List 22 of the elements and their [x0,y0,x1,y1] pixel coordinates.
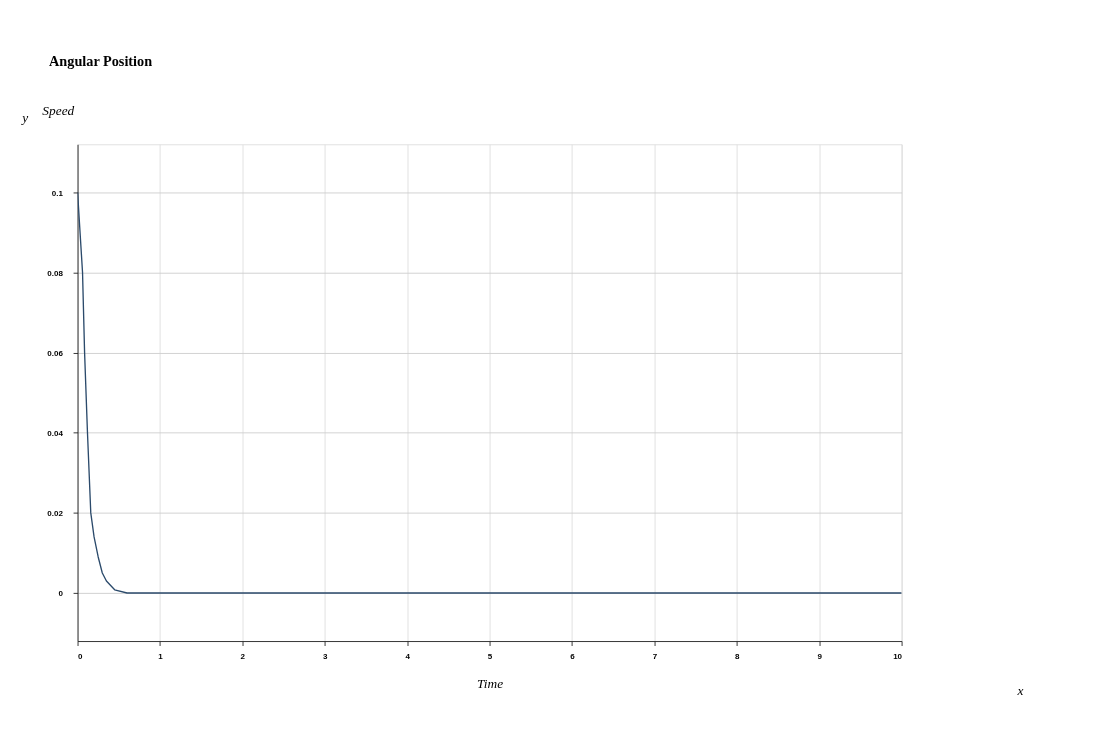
x-tick-label: 7 [652,652,658,662]
y-tick-label: 0.08 [47,268,64,278]
text: y [20,110,29,126]
x-tick-label: 6 [570,652,576,662]
x-tick-label: 8 [735,652,741,662]
x-tick-label: 3 [323,652,329,662]
x-tick-label: 2 [240,652,246,662]
y-tick-label: 0.06 [47,348,64,358]
text: x [1016,682,1024,698]
x-tick-label: 10 [893,652,903,662]
x-tick-label: 1 [158,652,164,662]
y-tick-label: 0.02 [47,509,64,519]
y-axis-title: Speed [42,103,75,119]
chart-title: Angular Position [49,52,153,69]
y-tick-label: 0.04 [47,428,64,438]
x-tick-label: 0 [78,652,84,662]
x-axis-title: Time [477,675,504,691]
x-tick-label: 5 [487,652,493,662]
y-tick-label: 0.1 [51,188,64,198]
y-tick-label: 0 [58,589,64,599]
x-tick-label: 9 [817,652,823,662]
x-tick-label: 4 [405,652,411,662]
